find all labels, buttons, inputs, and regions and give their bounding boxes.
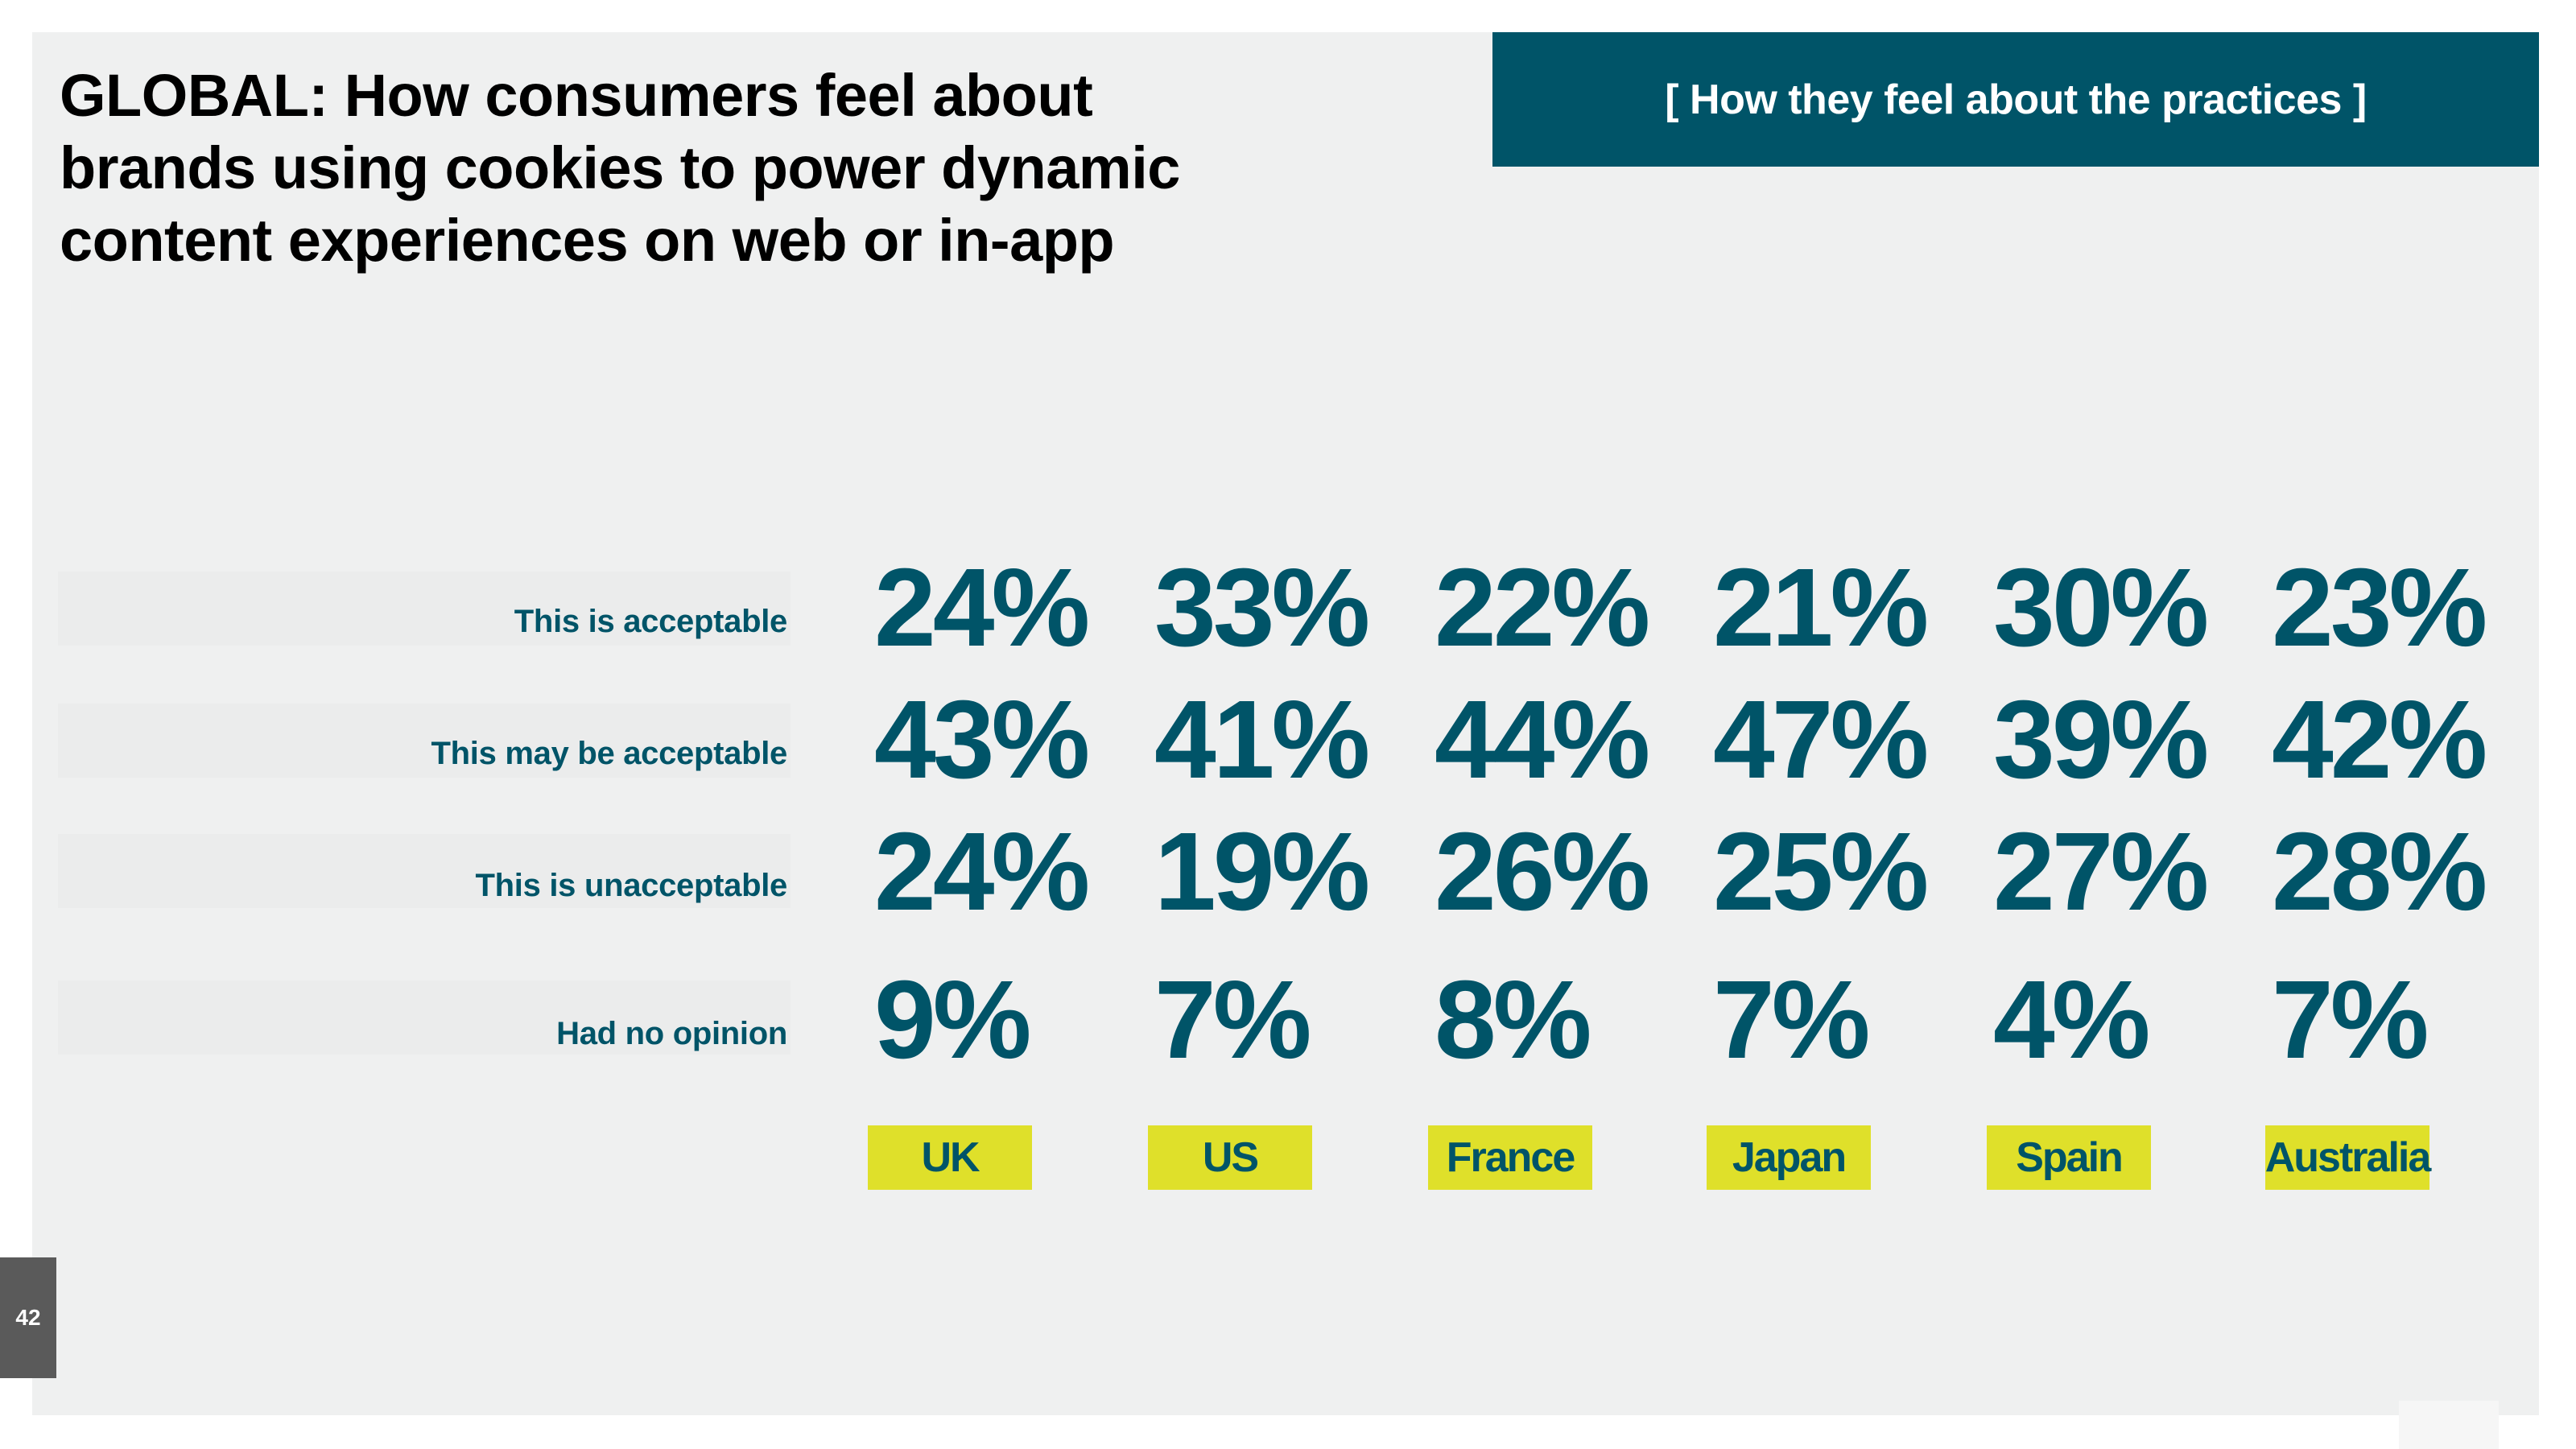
row-label: This is acceptable — [514, 604, 788, 639]
country-label: Spain — [1987, 1125, 2151, 1190]
value-cell: 30% — [1993, 546, 2209, 670]
value-cell: 22% — [1435, 546, 1650, 670]
value-cell: 28% — [2272, 810, 2487, 934]
value-cell: 33% — [1154, 546, 1370, 670]
value-cell: 39% — [1993, 678, 2209, 802]
value-cell: 41% — [1154, 678, 1370, 802]
row-label: This is unacceptable — [475, 868, 788, 903]
value-cell: 19% — [1154, 810, 1370, 934]
row-label-background — [58, 834, 791, 908]
value-cell: 44% — [1435, 678, 1650, 802]
value-cell: 26% — [1435, 810, 1650, 934]
value-cell: 21% — [1713, 546, 1929, 670]
title-line-1: GLOBAL: How consumers feel about — [60, 62, 1093, 129]
value-cell: 47% — [1713, 678, 1929, 802]
value-cell: 23% — [2272, 546, 2487, 670]
row-label-background — [58, 572, 791, 646]
page-number: 42 — [0, 1257, 56, 1378]
value-cell: 7% — [1154, 958, 1311, 1082]
value-cell: 9% — [874, 958, 1031, 1082]
corner-block — [2399, 1401, 2499, 1449]
value-cell: 7% — [1713, 958, 1870, 1082]
value-cell: 43% — [874, 678, 1090, 802]
country-label: France — [1428, 1125, 1592, 1190]
row-label: Had no opinion — [556, 1016, 787, 1051]
page-title: GLOBAL: How consumers feel about brands … — [60, 60, 1267, 277]
country-label: Japan — [1707, 1125, 1871, 1190]
row-label-background — [58, 980, 791, 1055]
country-label: Australia — [2265, 1125, 2431, 1190]
value-cell: 42% — [2272, 678, 2487, 802]
value-cell: 8% — [1435, 958, 1591, 1082]
value-cell: 27% — [1993, 810, 2209, 934]
value-cell: 7% — [2272, 958, 2429, 1082]
value-cell: 24% — [874, 810, 1090, 934]
row-label: This may be acceptable — [431, 736, 788, 771]
value-cell: 24% — [874, 546, 1090, 670]
country-label: UK — [868, 1125, 1032, 1190]
country-label: US — [1148, 1125, 1312, 1190]
value-cell: 25% — [1713, 810, 1929, 934]
title-line-2: brands using cookies to power dynamic — [60, 134, 1180, 201]
title-line-3: content experiences on web or in-app — [60, 207, 1115, 274]
value-cell: 4% — [1993, 958, 2150, 1082]
section-banner: [ How they feel about the practices ] — [1492, 32, 2539, 167]
section-banner-label: [ How they feel about the practices ] — [1665, 76, 2367, 123]
row-label-background — [58, 704, 791, 778]
